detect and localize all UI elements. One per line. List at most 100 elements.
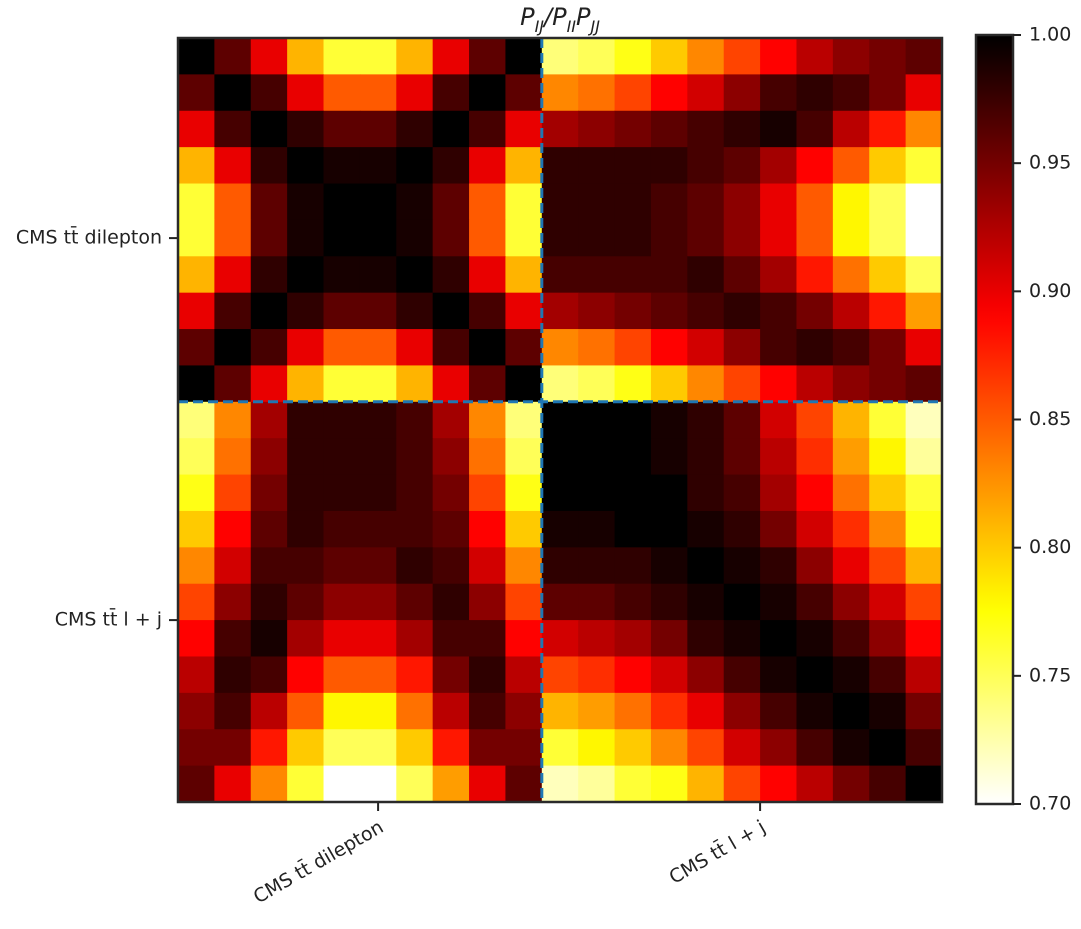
heatmap-cell bbox=[832, 620, 870, 657]
heatmap-cell bbox=[796, 219, 834, 257]
heatmap-cell bbox=[650, 292, 688, 330]
heatmap-cell bbox=[723, 656, 761, 694]
heatmap-cell bbox=[505, 438, 543, 476]
heatmap-cell bbox=[650, 219, 688, 257]
heatmap-cell bbox=[796, 365, 834, 403]
heatmap-cell bbox=[178, 219, 215, 257]
heatmap-cell bbox=[323, 110, 361, 148]
heatmap-cell bbox=[432, 74, 470, 112]
heatmap-cell bbox=[323, 620, 361, 657]
heatmap-cell bbox=[432, 329, 470, 366]
heatmap-cell bbox=[650, 147, 688, 185]
heatmap-cell bbox=[178, 510, 215, 548]
heatmap-cell bbox=[214, 547, 252, 585]
heatmap-cell bbox=[614, 765, 652, 803]
heatmap-cell bbox=[578, 256, 616, 294]
heatmap-cell bbox=[796, 110, 834, 148]
heatmap-cell bbox=[796, 256, 834, 294]
heatmap-cell bbox=[650, 401, 688, 439]
heatmap-cell bbox=[469, 401, 506, 439]
heatmap-cell bbox=[250, 583, 288, 621]
heatmap-cell bbox=[723, 219, 761, 257]
heatmap-cell bbox=[578, 183, 616, 221]
heatmap-cell bbox=[178, 583, 215, 621]
heatmap-cell bbox=[323, 329, 361, 366]
heatmap-cell bbox=[432, 147, 470, 185]
heatmap-cell bbox=[469, 110, 506, 148]
heatmap-cell bbox=[650, 729, 688, 767]
heatmap-cell bbox=[578, 510, 616, 548]
heatmap-cell bbox=[432, 547, 470, 585]
heatmap-cell bbox=[323, 292, 361, 330]
heatmap-cell bbox=[869, 729, 907, 767]
heatmap-cell bbox=[723, 183, 761, 221]
heatmap-cell bbox=[178, 729, 215, 767]
heatmap-cell bbox=[832, 329, 870, 366]
heatmap-cell bbox=[469, 692, 506, 730]
heatmap-cell bbox=[796, 38, 834, 75]
heatmap-cell bbox=[505, 183, 543, 221]
heatmap-cell bbox=[760, 474, 797, 512]
heatmap-cell bbox=[178, 365, 215, 403]
heatmap-cell bbox=[323, 38, 361, 75]
heatmap-cell bbox=[869, 620, 907, 657]
heatmap-cell bbox=[687, 547, 725, 585]
heatmap-cell bbox=[578, 110, 616, 148]
heatmap-cell bbox=[287, 510, 325, 548]
heatmap-cell bbox=[469, 438, 506, 476]
heatmap-cell bbox=[869, 110, 907, 148]
heatmap-cell bbox=[832, 438, 870, 476]
heatmap-cell bbox=[614, 292, 652, 330]
heatmap-cell bbox=[178, 547, 215, 585]
heatmap-cell bbox=[905, 656, 943, 694]
heatmap-cell bbox=[250, 292, 288, 330]
heatmap-cell bbox=[178, 292, 215, 330]
heatmap-cell bbox=[541, 656, 579, 694]
heatmap-cell bbox=[650, 765, 688, 803]
heatmap-cell bbox=[578, 729, 616, 767]
heatmap-cell bbox=[396, 438, 434, 476]
heatmap-cell bbox=[832, 292, 870, 330]
heatmap-cell bbox=[578, 329, 616, 366]
heatmap-cell bbox=[250, 547, 288, 585]
heatmap-cell bbox=[723, 438, 761, 476]
heatmap-cell bbox=[396, 219, 434, 257]
heatmap-cell bbox=[250, 256, 288, 294]
heatmap-cell bbox=[505, 692, 543, 730]
heatmap-cell bbox=[359, 147, 397, 185]
heatmap-cell bbox=[760, 38, 797, 75]
heatmap-cell bbox=[687, 183, 725, 221]
heatmap-cell bbox=[250, 365, 288, 403]
heatmap-cell bbox=[614, 401, 652, 439]
heatmap-cell bbox=[650, 438, 688, 476]
heatmap-cell bbox=[760, 510, 797, 548]
heatmap-cell bbox=[323, 147, 361, 185]
heatmap-cell bbox=[359, 692, 397, 730]
heatmap-cell bbox=[505, 401, 543, 439]
heatmap-cell bbox=[469, 38, 506, 75]
heatmap-cell bbox=[396, 110, 434, 148]
heatmap-cell bbox=[614, 620, 652, 657]
heatmap-cell bbox=[650, 474, 688, 512]
heatmap-cell bbox=[396, 256, 434, 294]
heatmap-cell bbox=[541, 765, 579, 803]
heatmap-cell bbox=[796, 147, 834, 185]
colorbar-tick-label: 0.85 bbox=[1029, 408, 1071, 430]
heatmap-cell bbox=[359, 729, 397, 767]
heatmap-cell bbox=[287, 256, 325, 294]
heatmap-cell bbox=[396, 547, 434, 585]
heatmap-cell bbox=[614, 110, 652, 148]
heatmap-cell bbox=[323, 256, 361, 294]
heatmap-cell bbox=[359, 365, 397, 403]
heatmap-cell bbox=[760, 547, 797, 585]
heatmap-cell bbox=[760, 765, 797, 803]
heatmap-cell bbox=[687, 401, 725, 439]
heatmap-cell bbox=[396, 329, 434, 366]
heatmap-cell bbox=[432, 183, 470, 221]
heatmap-cell bbox=[905, 510, 943, 548]
heatmap-cell bbox=[650, 329, 688, 366]
heatmap-cell bbox=[614, 219, 652, 257]
heatmap-cell bbox=[869, 438, 907, 476]
heatmap-cell bbox=[178, 620, 215, 657]
heatmap-cell bbox=[396, 692, 434, 730]
